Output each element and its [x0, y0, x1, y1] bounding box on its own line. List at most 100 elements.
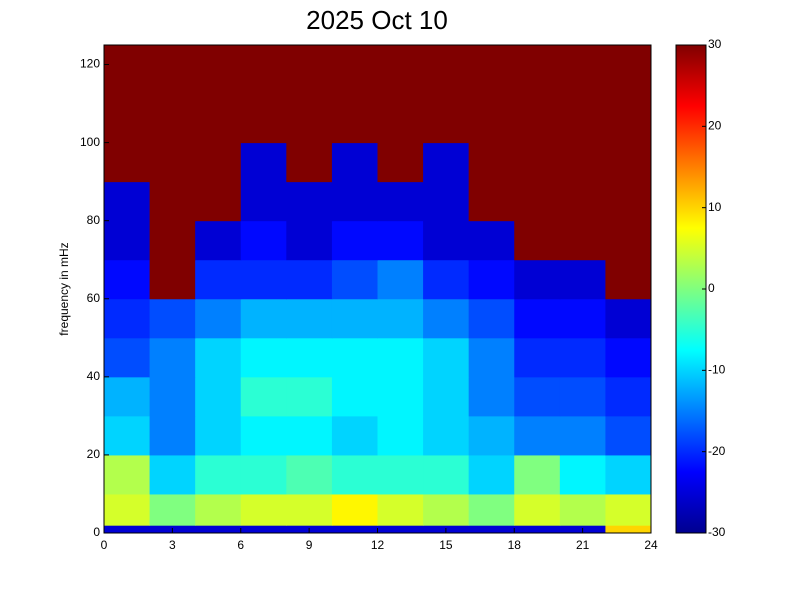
heatmap-cell	[377, 454, 424, 495]
heatmap-cell	[468, 415, 515, 456]
heatmap-cell	[605, 525, 652, 534]
heatmap-cell	[195, 376, 242, 417]
heatmap-cell	[286, 45, 333, 66]
x-tick-label: 21	[576, 538, 590, 552]
heatmap-cell	[559, 337, 606, 378]
heatmap-cell	[149, 298, 196, 339]
heatmap-cell	[605, 376, 652, 417]
heatmap-cell	[423, 181, 470, 222]
heatmap-cell	[149, 220, 196, 261]
heatmap-cell	[149, 103, 196, 144]
heatmap-cell	[514, 45, 561, 66]
heatmap-cell	[514, 337, 561, 378]
heatmap-cell	[377, 181, 424, 222]
heatmap-cell	[149, 337, 196, 378]
heatmap-cell	[149, 259, 196, 300]
y-axis-label: frequency in mHz	[57, 242, 71, 335]
heatmap-cell	[559, 493, 606, 526]
heatmap-cell	[605, 493, 652, 526]
heatmap-cell	[605, 259, 652, 300]
heatmap-cell	[514, 298, 561, 339]
heatmap-cell	[377, 415, 424, 456]
colorbar	[675, 44, 707, 534]
heatmap-cell	[240, 454, 287, 495]
heatmap-cell	[514, 525, 561, 534]
heatmap-cell	[331, 45, 378, 66]
heatmap-cell	[104, 298, 151, 339]
heatmap-cell	[331, 525, 378, 534]
colorbar-tick-label: 10	[708, 200, 722, 214]
heatmap-cell	[195, 259, 242, 300]
colorbar-tick-label: 0	[708, 281, 715, 295]
y-tick-label: 60	[87, 291, 101, 305]
heatmap-cell	[559, 142, 606, 183]
heatmap-cell	[559, 298, 606, 339]
heatmap-cell	[331, 337, 378, 378]
x-tick-label: 3	[169, 538, 176, 552]
colorbar-tick-label: 20	[708, 119, 722, 133]
heatmap-cell	[195, 298, 242, 339]
heatmap-cell	[286, 142, 333, 183]
heatmap-cell	[195, 493, 242, 526]
heatmap-cell	[605, 220, 652, 261]
heatmap-cell	[514, 103, 561, 144]
heatmap-cell	[514, 220, 561, 261]
heatmap-cell	[468, 337, 515, 378]
heatmap-cell	[286, 376, 333, 417]
heatmap-cell	[468, 454, 515, 495]
heatmap-cell	[104, 376, 151, 417]
heatmap-cell	[423, 64, 470, 105]
heatmap-cell	[377, 142, 424, 183]
heatmap-cell	[104, 181, 151, 222]
heatmap-cell	[149, 64, 196, 105]
heatmap-cell	[195, 525, 242, 534]
heatmap-cell	[468, 64, 515, 105]
heatmap-cell	[286, 337, 333, 378]
heatmap-cell	[559, 220, 606, 261]
heatmap-cell	[514, 259, 561, 300]
heatmap-cell	[149, 415, 196, 456]
heatmap-cell	[104, 259, 151, 300]
heatmap-cell	[559, 45, 606, 66]
x-tick-label: 6	[237, 538, 244, 552]
heatmap-cell	[605, 64, 652, 105]
heatmap-cell	[423, 493, 470, 526]
heatmap-cell	[423, 376, 470, 417]
heatmap-cell	[195, 415, 242, 456]
heatmap-cell	[240, 259, 287, 300]
heatmap-cell	[104, 45, 151, 66]
heatmap-cell	[377, 259, 424, 300]
heatmap-cell	[104, 220, 151, 261]
heatmap-cell	[286, 220, 333, 261]
heatmap-cell	[331, 103, 378, 144]
heatmap-cell	[240, 45, 287, 66]
heatmap-cell	[468, 298, 515, 339]
heatmap-cell	[195, 64, 242, 105]
heatmap-cell	[423, 259, 470, 300]
heatmap-cell	[605, 298, 652, 339]
chart-title: 2025 Oct 10	[306, 5, 448, 35]
heatmap-cell	[377, 525, 424, 534]
heatmap-cell	[468, 493, 515, 526]
heatmap-cell	[286, 493, 333, 526]
x-tick-label: 12	[371, 538, 385, 552]
heatmap-cell	[104, 415, 151, 456]
heatmap-cell	[149, 181, 196, 222]
heatmap-cell	[195, 181, 242, 222]
heatmap-cell	[559, 454, 606, 495]
heatmap-cell	[240, 493, 287, 526]
heatmap-cell	[286, 259, 333, 300]
heatmap-cell	[377, 64, 424, 105]
heatmap-cell	[514, 493, 561, 526]
heatmap-cell	[468, 103, 515, 144]
heatmap-cell	[423, 103, 470, 144]
heatmap-cell	[514, 142, 561, 183]
heatmap-cell	[331, 298, 378, 339]
heatmap-cell	[195, 220, 242, 261]
heatmap-cell	[331, 493, 378, 526]
heatmap-cell	[377, 103, 424, 144]
heatmap-cell	[195, 337, 242, 378]
heatmap-cell	[286, 103, 333, 144]
heatmap-cell	[423, 142, 470, 183]
